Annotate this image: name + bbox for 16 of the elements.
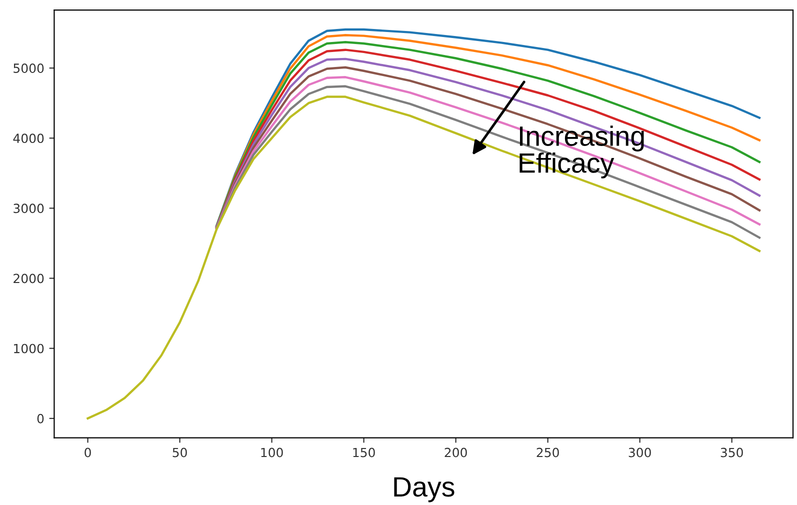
x-tick-label: 300 xyxy=(628,448,651,458)
x-tick-label: 100 xyxy=(261,448,283,458)
line-series xyxy=(86,96,761,420)
y-tick-label: 1000 xyxy=(14,344,44,354)
x-axis-title: Days xyxy=(394,477,454,502)
x-tick-label: 250 xyxy=(536,448,559,458)
y-tick-label: 5000 xyxy=(14,64,44,73)
x-tick-label: 50 xyxy=(172,448,187,458)
x-tick-label: 0 xyxy=(84,448,91,458)
x-tick-label: 200 xyxy=(444,448,467,458)
y-tick-label: 0 xyxy=(37,414,44,424)
x-tick-label: 150 xyxy=(353,448,375,458)
y-tick-label: 3000 xyxy=(14,204,44,214)
y-tick-label: 4000 xyxy=(13,134,44,144)
y-tick-label: 2000 xyxy=(14,274,44,284)
x-tick-label: 350 xyxy=(720,448,743,458)
